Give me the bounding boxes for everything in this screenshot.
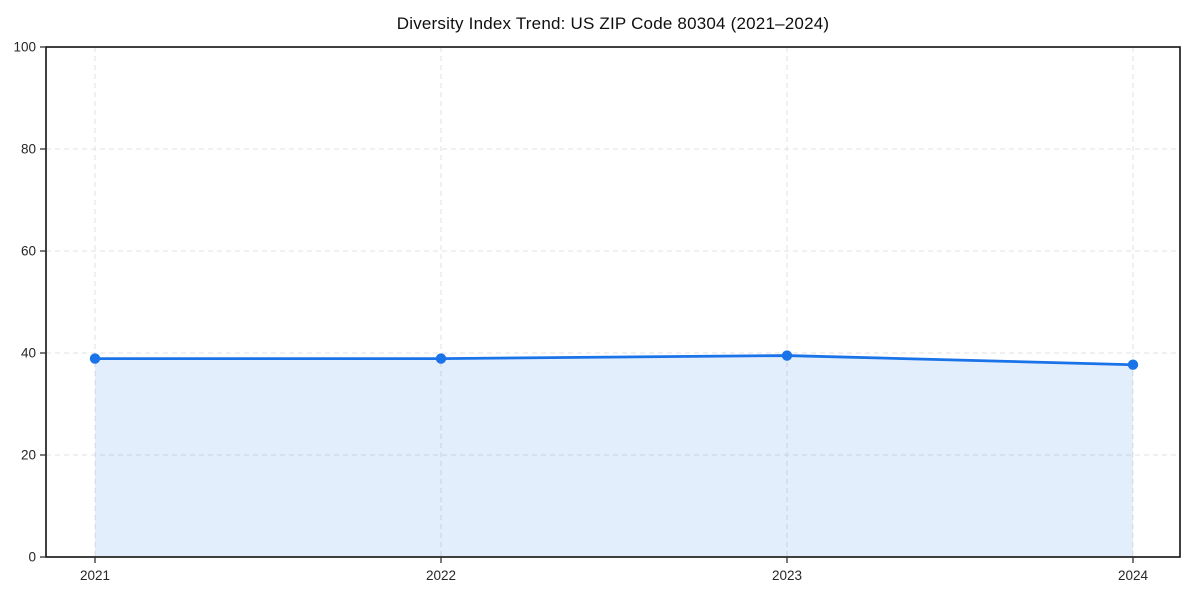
data-point-marker	[435, 353, 447, 364]
y-tick-label: 20	[21, 448, 36, 463]
data-point-marker	[1127, 359, 1139, 370]
data-point-marker	[781, 350, 793, 361]
x-tick-label: 2024	[1118, 568, 1149, 583]
x-tick-label: 2022	[426, 568, 456, 583]
x-tick-label: 2021	[80, 568, 110, 583]
chart-title: Diversity Index Trend: US ZIP Code 80304…	[396, 14, 830, 33]
data-point-marker	[89, 353, 101, 364]
area-fill	[95, 355, 1133, 557]
y-tick-label: 100	[13, 40, 36, 55]
plot-border	[45, 46, 1181, 558]
y-tick-label: 40	[21, 346, 36, 361]
y-tick-label: 60	[21, 244, 36, 259]
y-tick-label: 80	[21, 142, 36, 157]
trend-line	[93, 354, 1135, 367]
x-tick-label: 2023	[772, 568, 802, 583]
y-tick-label: 0	[28, 550, 36, 565]
